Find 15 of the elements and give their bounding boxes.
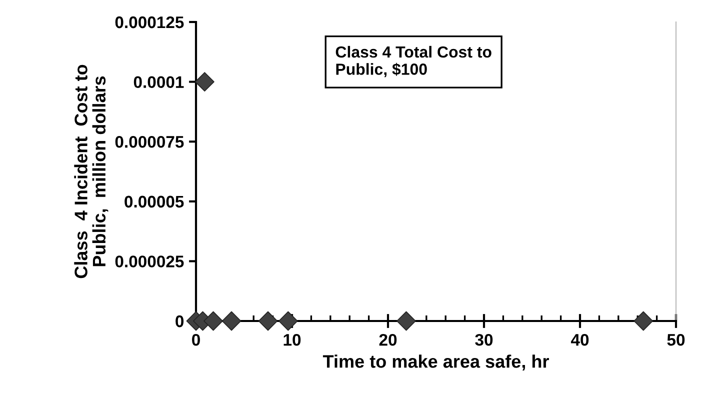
y-tick-label: 0.000125 [115,16,184,28]
x-tick-label: 30 [475,334,493,346]
x-tick-label: 50 [667,334,685,346]
y-tick-label: 0.00005 [124,196,184,208]
x-tick-label: 10 [284,334,301,346]
annotation: Class 4 Total Cost to Public, $100 [336,46,492,78]
y-tick-label: 0.000075 [115,136,184,148]
y-tick-label: 0.000025 [115,256,184,268]
x-tick-label: 40 [570,334,589,346]
y-axis-title: Class 4 Incident Cost to Public, million dollars [74,64,108,278]
x-tick-label: 20 [379,334,397,346]
x-tick-label: 0 [192,334,200,346]
x-axis-title: Time to make area safe, hr [322,354,549,370]
y-tick-label: 0 [176,315,184,328]
y-tick-label: 0.0001 [134,76,184,88]
